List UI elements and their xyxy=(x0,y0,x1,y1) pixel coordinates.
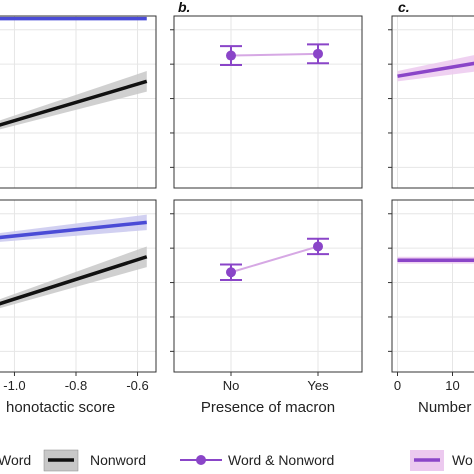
x-tick-label-b: No xyxy=(223,378,240,393)
legend-label-word: Word xyxy=(0,452,31,468)
panel-background xyxy=(392,16,474,188)
x-tick-label-b: Yes xyxy=(307,378,329,393)
panel-border xyxy=(391,199,474,373)
panel-border xyxy=(173,15,363,189)
x-axis-title-a: honotactic score xyxy=(6,399,115,416)
data-point-no xyxy=(226,267,236,278)
data-point-no xyxy=(226,50,236,61)
panel-background xyxy=(392,200,474,372)
panel-c-top xyxy=(388,15,474,189)
data-point-yes xyxy=(313,48,323,59)
x-axis-title-b: Presence of macron xyxy=(201,399,335,416)
panel-a-top xyxy=(0,15,157,189)
legend-label-nonword: Nonword xyxy=(90,452,146,468)
legend-key-combined-point xyxy=(196,455,206,465)
panel-label-b: b. xyxy=(178,0,190,15)
series-line-nonword xyxy=(0,255,148,306)
panel-b-bottom xyxy=(170,199,363,373)
panel-a-bottom xyxy=(0,199,157,373)
panel-background xyxy=(174,200,362,372)
panel-border xyxy=(0,15,157,189)
legend: Word Nonword Word & Nonword Wo xyxy=(0,449,473,472)
data-point-yes xyxy=(313,241,323,252)
connector-line xyxy=(230,245,319,274)
series-line-nonword xyxy=(0,79,148,127)
legend-label-c: Wo xyxy=(452,452,473,468)
x-axis-title-c: Number xyxy=(418,399,471,416)
panel-border xyxy=(391,15,474,189)
x-tick-label-a: -0.6 xyxy=(126,378,148,393)
panel-c-bottom xyxy=(388,199,474,373)
panel-label-c: c. xyxy=(398,0,410,15)
panel-background xyxy=(174,16,362,188)
x-tick-label-c: 0 xyxy=(394,378,401,393)
x-tick-label-c: 10 xyxy=(445,378,459,393)
legend-label-combined: Word & Nonword xyxy=(228,452,334,468)
x-tick-label-a: -0.8 xyxy=(65,378,87,393)
connector-line xyxy=(230,52,319,57)
series-line-word xyxy=(0,220,147,240)
series-line-word-nonword xyxy=(397,61,474,78)
panel-border xyxy=(173,199,363,373)
panel-b-top xyxy=(170,15,363,189)
x-tick-label-a: -1.0 xyxy=(3,378,25,393)
